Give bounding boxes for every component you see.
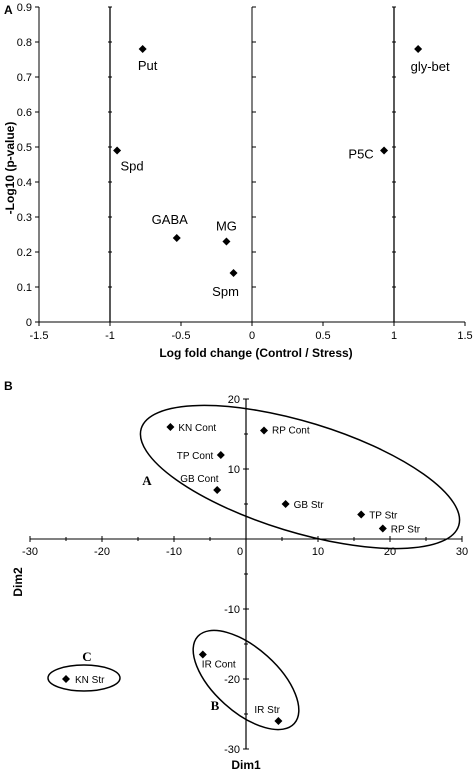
panel-b-point-label: KN Cont xyxy=(178,423,216,434)
panel-a-point xyxy=(222,237,231,246)
panel-a-point-label: Spd xyxy=(121,159,144,174)
panel-b-point xyxy=(216,451,225,459)
panel-a-point-label: Put xyxy=(138,58,158,73)
panel-b-y-tick-label: -30 xyxy=(224,744,240,756)
panel-a-y-tick-label: 0.5 xyxy=(17,142,32,154)
panel-a-point-label: P5C xyxy=(348,147,373,162)
panel-a-x-tick-label: -1.5 xyxy=(30,330,49,342)
panel-b-point xyxy=(357,510,366,519)
panel-b-point-label: TP Cont xyxy=(177,451,214,462)
panel-a-point-label: Spm xyxy=(212,284,239,299)
panel-b-point xyxy=(198,650,207,659)
panel-a-point xyxy=(380,146,389,155)
panel-b-point xyxy=(62,675,70,683)
panel-b-point-label: TP Str xyxy=(369,511,398,522)
panel-b-point-label: RP Cont xyxy=(272,426,310,437)
panel-a-x-axis-title: Log fold change (Control / Stress) xyxy=(159,346,352,360)
panel-letter-b: B xyxy=(4,379,13,393)
cluster-label: B xyxy=(211,698,220,713)
panel-a-point xyxy=(229,269,238,277)
cluster-a-ellipse xyxy=(139,404,461,550)
panel-b-point-label: GB Cont xyxy=(180,474,219,485)
panel-a-y-tick-label: 0.8 xyxy=(17,37,32,49)
panel-a-x-tick-label: 0.5 xyxy=(315,330,330,342)
panel-b: B Dim2 Dim1 -30 -20 -10 0 10 20 302010-10-20-3… xyxy=(4,379,468,772)
panel-a-point-label: MG xyxy=(216,219,237,234)
panel-a-y-tick-label: 0.6 xyxy=(17,107,32,119)
panel-b-point xyxy=(281,500,290,508)
panel-b-x-tick-label: 0 xyxy=(237,546,243,558)
panel-a-point xyxy=(138,45,147,53)
panel-a-x-tick-label: 1.5 xyxy=(457,330,472,342)
panel-a-y-tick-label: 0 xyxy=(26,317,32,329)
panel-a-point-label: GABA xyxy=(152,212,188,227)
panel-b-point xyxy=(378,524,387,533)
cluster-c-ellipse xyxy=(47,664,121,692)
panel-b-x-tick-label: 30 xyxy=(456,546,468,558)
panel-a: A -Log10 (p-value) Log fold change (Cont… xyxy=(3,2,473,360)
panel-a-point-label: gly-bet xyxy=(411,59,450,74)
panel-a-point xyxy=(414,45,423,53)
cluster-label: C xyxy=(82,649,91,664)
panel-a-y-tick-label: 0.9 xyxy=(17,2,32,14)
panel-a-x-tick-label: -1 xyxy=(105,330,115,342)
cluster-label: A xyxy=(142,473,152,488)
panel-b-point xyxy=(213,486,222,494)
panel-b-y-tick-label: 10 xyxy=(228,464,240,476)
panel-b-x-axis-title: Dim1 xyxy=(231,758,261,772)
panel-b-point xyxy=(260,426,268,435)
panel-b-x-tick-label: -20 xyxy=(94,546,110,558)
panel-b-point-label: IR Str xyxy=(254,705,280,716)
panel-b-x-tick-label: -30 xyxy=(22,546,38,558)
panel-a-y-tick-label: 0.4 xyxy=(17,177,32,189)
panel-b-y-tick-label: -20 xyxy=(224,674,240,686)
panel-a-x-tick-label: 0 xyxy=(249,330,255,342)
panel-b-x-tick-label: -10 xyxy=(166,546,182,558)
panel-a-y-tick-label: 0.2 xyxy=(17,247,32,259)
panel-b-point-label: RP Str xyxy=(391,525,421,536)
panel-a-y-tick-label: 0.7 xyxy=(17,72,32,84)
panel-a-point xyxy=(113,146,122,155)
panel-a-x-tick-label: 1 xyxy=(391,330,397,342)
panel-b-point-label: GB Str xyxy=(294,500,325,511)
panel-b-y-tick-label: -10 xyxy=(224,604,240,616)
panel-b-point-label: IR Cont xyxy=(202,660,236,671)
panel-b-point-label: KN Str xyxy=(75,675,105,686)
panel-a-y-tick-label: 0.3 xyxy=(17,212,32,224)
panel-letter-a: A xyxy=(4,3,13,17)
panel-b-point xyxy=(166,423,175,431)
panel-b-y-axis-title: Dim2 xyxy=(11,567,25,597)
panel-b-y-tick-label: 20 xyxy=(228,394,240,406)
panel-a-y-axis-title: -Log10 (p-value) xyxy=(3,122,17,215)
panel-a-point xyxy=(172,234,181,242)
panel-b-x-tick-label: 10 xyxy=(312,546,324,558)
panel-a-x-tick-label: -0.5 xyxy=(172,330,191,342)
cluster-b-ellipse xyxy=(192,629,300,731)
panel-a-y-tick-label: 0.1 xyxy=(17,282,32,294)
panel-b-point xyxy=(274,717,283,725)
